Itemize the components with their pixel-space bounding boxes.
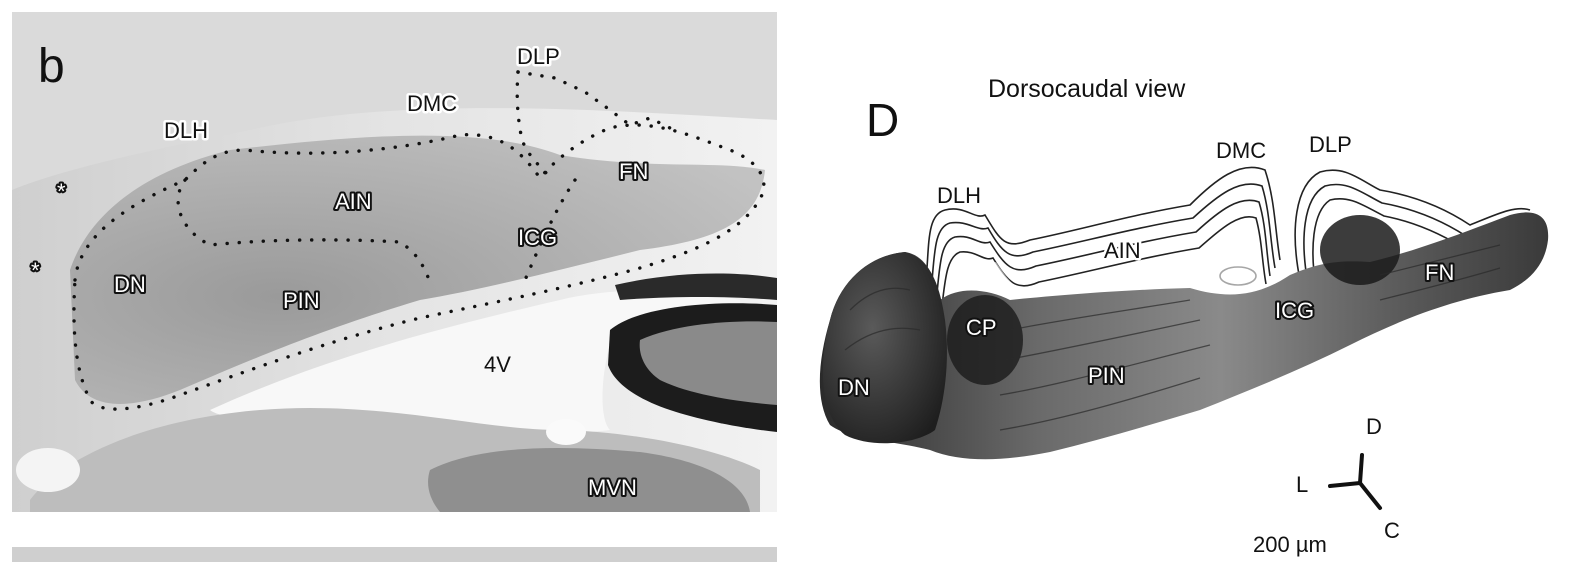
label-dlp: DLP: [517, 44, 560, 69]
panel-b-letter: b: [38, 40, 65, 93]
vessel-spot-left: [16, 448, 80, 492]
label-dlh: DLH: [164, 118, 208, 143]
body-line-1: [1009, 299, 1191, 331]
compass-l: L: [1296, 472, 1308, 497]
vessel-spot: [546, 419, 586, 445]
body-line-8: [844, 327, 921, 351]
label-ain: AIN: [335, 189, 372, 214]
label-dn: DN: [114, 272, 146, 297]
label-pin: PIN: [283, 288, 320, 313]
panel-d-title: Dorsocaudal view: [988, 75, 1186, 103]
dn-bulge: [822, 252, 947, 444]
asterisk-top: *: [57, 179, 66, 204]
dlp-outline-top: [516, 70, 672, 130]
label-d-ain: AIN: [1104, 238, 1141, 263]
body-contours: [844, 244, 1501, 431]
upper-tissue: [12, 12, 777, 190]
outer-outline: [72, 123, 766, 411]
dark-band: [615, 273, 777, 300]
contour-2: [929, 183, 1276, 301]
body-line-6: [1379, 267, 1501, 301]
contour-4: [939, 215, 1267, 321]
label-d-fn: FN: [1425, 260, 1454, 285]
label-d-pin: PIN: [1088, 363, 1125, 388]
label-d-cp: CP: [966, 315, 997, 340]
contour-3: [934, 199, 1271, 311]
label-dmc: DMC: [407, 91, 457, 116]
compass-arm-l: [1328, 481, 1362, 488]
compass-arm-c: [1358, 481, 1382, 510]
fourth-ventricle: [210, 290, 740, 433]
compass-d: D: [1366, 414, 1382, 439]
asterisk-left: *: [31, 258, 40, 283]
contour-1: [924, 166, 1281, 291]
icg-border: [523, 178, 577, 282]
body-line-3: [999, 344, 1211, 396]
compass-c: C: [1384, 518, 1400, 543]
label-d-icg: ICG: [1275, 298, 1314, 323]
label-icg: ICG: [518, 225, 557, 250]
body-line-7: [849, 287, 911, 311]
label-d-dn: DN: [838, 375, 870, 400]
cp-blob: [947, 295, 1023, 385]
label-mvn: MVN: [588, 475, 637, 500]
body-line-5: [1379, 244, 1501, 276]
label-d-dlh: DLH: [937, 183, 981, 208]
ain-pin-border: [176, 178, 432, 284]
scale-label: 200 µm: [1253, 532, 1327, 557]
orientation-compass: [1328, 453, 1382, 510]
nuclear-mass: [70, 135, 765, 404]
body-line-2: [1004, 319, 1201, 361]
panel-b: b DLP DMC DLH FN AIN ICG DN PIN 4V MVN *…: [12, 12, 777, 562]
compass-arm-d: [1358, 453, 1364, 485]
lower-panel-strip: [12, 547, 777, 562]
mvn-region: [428, 447, 750, 512]
contour-dlp-1: [1294, 169, 1531, 281]
label-d-dlp: DLP: [1309, 132, 1352, 157]
panel-d: D Dorsocaudal view DMC DLP DLH AIN FN IC…: [819, 75, 1549, 557]
label-4v: 4V: [484, 352, 511, 377]
nucleus-outlines: [72, 70, 766, 411]
label-fn: FN: [619, 159, 648, 184]
folium-inner: [639, 321, 777, 405]
fn-blob: [1320, 215, 1400, 285]
label-d-dmc: DMC: [1216, 138, 1266, 163]
panel-d-letter: D: [866, 94, 899, 146]
body-line-4: [999, 377, 1201, 431]
